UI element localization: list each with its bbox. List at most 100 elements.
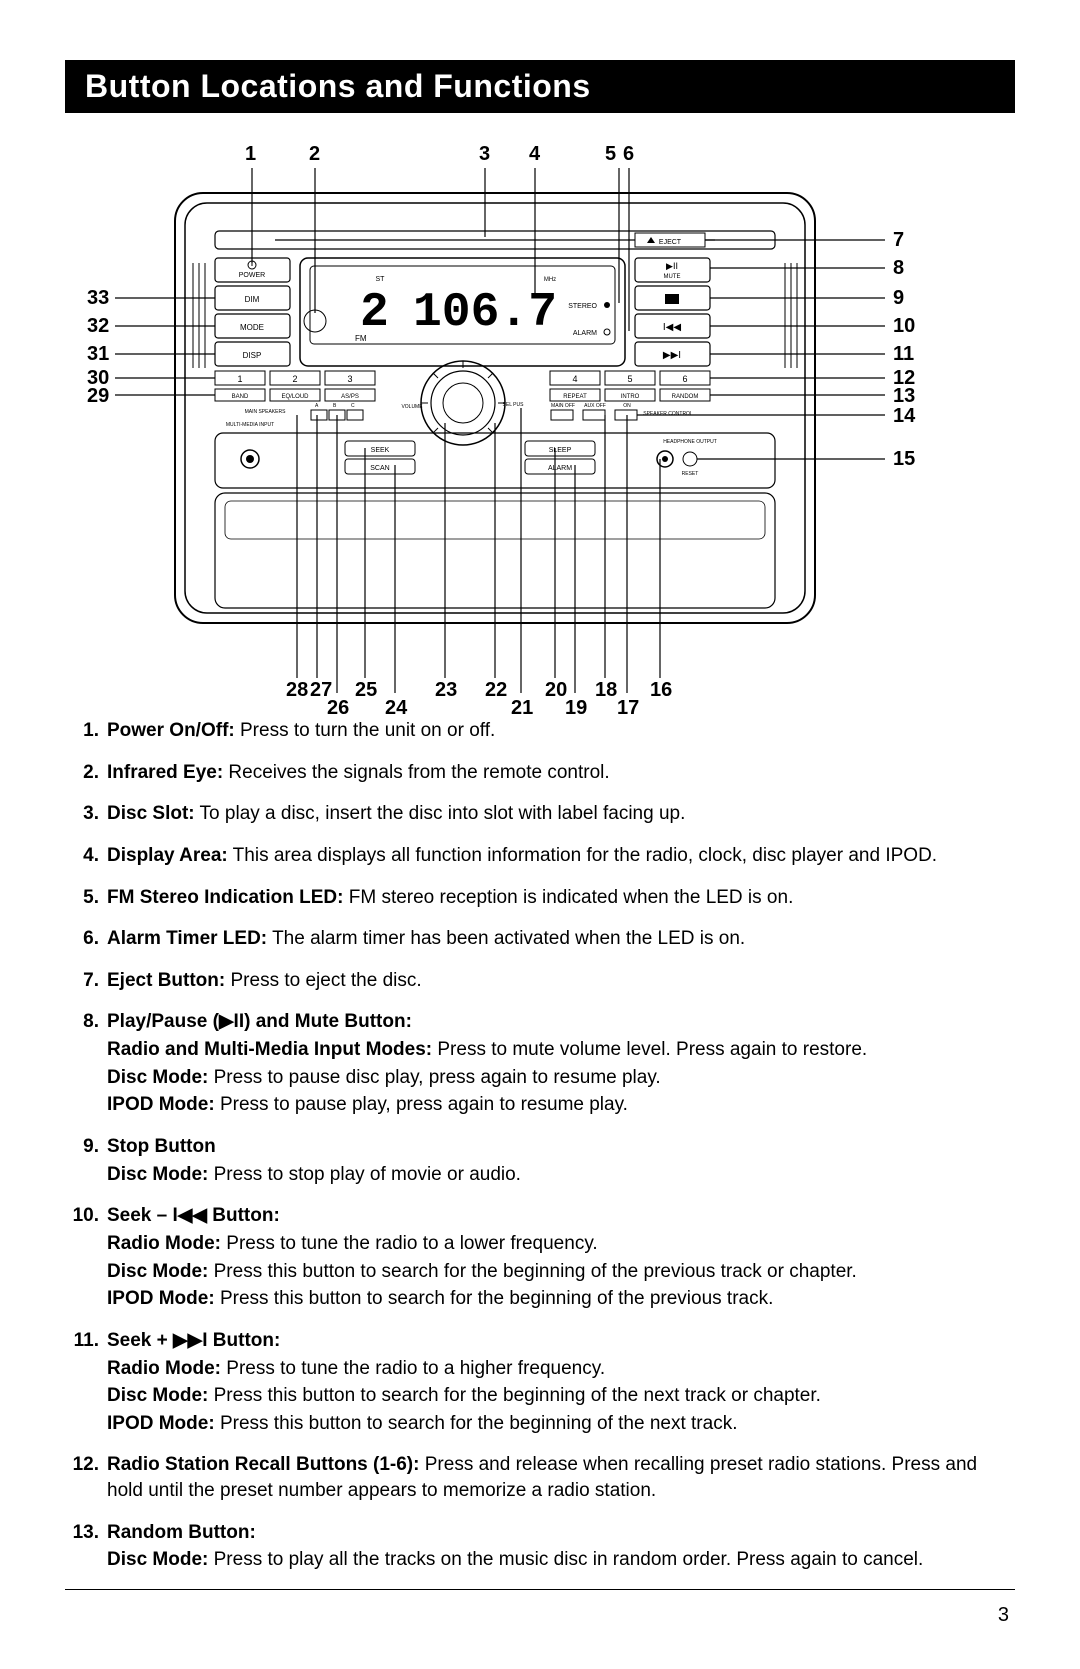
item-body: Eject Button: Press to eject the disc.: [107, 968, 1015, 994]
svg-text:RANDOM: RANDOM: [672, 394, 699, 400]
list-item: 12.Radio Station Recall Buttons (1-6): P…: [65, 1452, 1015, 1503]
svg-text:VOLUME: VOLUME: [401, 404, 423, 410]
svg-text:MAIN SPEAKERS: MAIN SPEAKERS: [245, 409, 287, 415]
sub-text: Press to play all the tracks on the musi…: [208, 1549, 923, 1570]
item-body: Power On/Off: Press to turn the unit on …: [107, 718, 1015, 744]
item-label: Power On/Off:: [107, 720, 235, 741]
callout-33: 33: [87, 287, 109, 310]
sub-text: Press this button to search for the begi…: [208, 1385, 821, 1406]
svg-text:▶II: ▶II: [666, 261, 678, 271]
svg-text:SPEAKER CONTROL: SPEAKER CONTROL: [643, 411, 693, 417]
svg-text:1: 1: [237, 374, 242, 384]
item-label: Radio Station Recall Buttons (1-6):: [107, 1454, 419, 1475]
svg-text:INTRO: INTRO: [621, 394, 640, 400]
callout-25: 25: [355, 679, 377, 702]
svg-text:AS/PS: AS/PS: [341, 394, 359, 400]
item-label: Random Button:: [107, 1522, 256, 1543]
callout-31: 31: [87, 343, 109, 366]
svg-text:C: C: [351, 403, 355, 409]
item-subline: Disc Mode: Press to pause disc play, pre…: [107, 1065, 1015, 1091]
item-number: 10.: [65, 1203, 107, 1312]
svg-text:ALARM: ALARM: [573, 330, 597, 337]
callout-15: 15: [893, 448, 915, 471]
svg-text:5: 5: [627, 374, 632, 384]
item-number: 2.: [65, 760, 107, 786]
callout-22: 22: [485, 679, 507, 702]
item-label: Stop Button: [107, 1136, 216, 1157]
item-number: 1.: [65, 718, 107, 744]
sub-label: Disc Mode:: [107, 1385, 208, 1406]
item-number: 13.: [65, 1520, 107, 1573]
svg-text:I◀◀: I◀◀: [663, 322, 681, 333]
item-text: Press to turn the unit on or off.: [235, 720, 496, 741]
sub-label: Disc Mode:: [107, 1067, 208, 1088]
sub-label: Radio Mode:: [107, 1358, 221, 1379]
item-text: Press to eject the disc.: [225, 970, 421, 991]
page-title: Button Locations and Functions: [65, 60, 1015, 113]
item-label: Disc Slot:: [107, 803, 195, 824]
svg-text:MULTI-MEDIA INPUT: MULTI-MEDIA INPUT: [226, 422, 274, 428]
callout-21: 21: [511, 697, 533, 720]
svg-text:4: 4: [572, 374, 577, 384]
svg-text:B: B: [333, 403, 337, 409]
item-body: Alarm Timer LED: The alarm timer has bee…: [107, 926, 1015, 952]
sub-label: Disc Mode:: [107, 1549, 208, 1570]
sub-text: Press this button to search for the begi…: [215, 1288, 774, 1309]
callout-14: 14: [893, 405, 915, 428]
item-label: Seek + ▶▶I Button:: [107, 1330, 280, 1351]
sub-label: Disc Mode:: [107, 1164, 208, 1185]
callout-11: 11: [893, 343, 914, 366]
list-item: 11.Seek + ▶▶I Button:Radio Mode: Press t…: [65, 1328, 1015, 1437]
sub-text: Press to pause disc play, press again to…: [208, 1067, 660, 1088]
item-label: Display Area:: [107, 845, 228, 866]
item-body: Seek + ▶▶I Button: Radio Mode: Press to t…: [107, 1328, 1015, 1437]
item-subline: IPOD Mode: Press to pause play, press ag…: [107, 1092, 1015, 1118]
callout-19: 19: [565, 697, 587, 720]
svg-text:AUX OFF: AUX OFF: [584, 403, 606, 409]
callout-7: 7: [893, 229, 904, 252]
item-number: 7.: [65, 968, 107, 994]
item-text: FM stereo reception is indicated when th…: [343, 887, 793, 908]
list-item: 2.Infrared Eye: Receives the signals fro…: [65, 760, 1015, 786]
svg-text:3: 3: [347, 374, 352, 384]
sub-text: Press to stop play of movie or audio.: [208, 1164, 521, 1185]
svg-text:FM: FM: [355, 334, 367, 343]
footer-rule: [65, 1589, 1015, 1590]
item-subline: IPOD Mode: Press this button to search f…: [107, 1411, 1015, 1437]
svg-text:ALARM: ALARM: [548, 465, 572, 472]
item-body: Random Button: Disc Mode: Press to play a…: [107, 1520, 1015, 1573]
svg-text:HEADPHONE OUTPUT: HEADPHONE OUTPUT: [663, 439, 717, 445]
item-subline: Disc Mode: Press to play all the tracks …: [107, 1547, 1015, 1573]
callout-5: 5: [605, 143, 616, 166]
callout-23: 23: [435, 679, 457, 702]
item-number: 5.: [65, 885, 107, 911]
callout-17: 17: [617, 697, 639, 720]
sub-text: Press this button to search for the begi…: [215, 1413, 738, 1434]
sub-text: Press to mute volume level. Press again …: [432, 1039, 867, 1060]
callout-3: 3: [479, 143, 490, 166]
item-text: Receives the signals from the remote con…: [223, 762, 610, 783]
list-item: 7.Eject Button: Press to eject the disc.: [65, 968, 1015, 994]
list-item: 10.Seek – I◀◀ Button:Radio Mode: Press t…: [65, 1203, 1015, 1312]
svg-text:▶▶I: ▶▶I: [663, 350, 681, 361]
item-label: Seek – I◀◀ Button:: [107, 1205, 280, 1226]
item-body: Stop Button Disc Mode: Press to stop play…: [107, 1134, 1015, 1187]
svg-text:106.7: 106.7: [413, 286, 557, 340]
list-item: 6.Alarm Timer LED: The alarm timer has b…: [65, 926, 1015, 952]
callout-4: 4: [529, 143, 540, 166]
callout-24: 24: [385, 697, 407, 720]
callout-28: 28: [286, 679, 308, 702]
list-item: 13.Random Button: Disc Mode: Press to pla…: [65, 1520, 1015, 1573]
list-item: 8.Play/Pause (▶II) and Mute Button:Radio…: [65, 1009, 1015, 1118]
sub-label: IPOD Mode:: [107, 1413, 215, 1434]
page-number: 3: [65, 1604, 1015, 1627]
item-body: Infrared Eye: Receives the signals from …: [107, 760, 1015, 786]
callout-29: 29: [87, 385, 109, 408]
item-subline: Radio Mode: Press to tune the radio to a…: [107, 1356, 1015, 1382]
item-label: Alarm Timer LED:: [107, 928, 267, 949]
item-body: Display Area: This area displays all fun…: [107, 843, 1015, 869]
sub-label: Radio and Multi-Media Input Modes:: [107, 1039, 432, 1060]
svg-text:SCAN: SCAN: [370, 465, 389, 472]
callout-1: 1: [245, 143, 256, 166]
sub-text: Press to tune the radio to a higher freq…: [221, 1358, 605, 1379]
